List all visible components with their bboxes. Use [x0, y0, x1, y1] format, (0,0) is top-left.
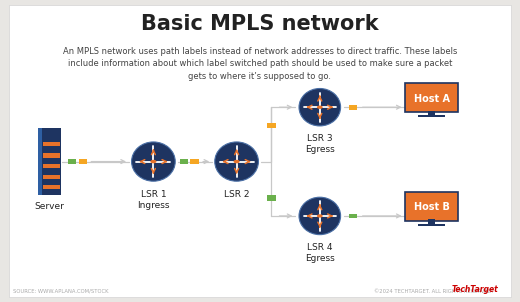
FancyBboxPatch shape: [405, 192, 459, 220]
Bar: [349, 214, 357, 218]
Text: Host A: Host A: [413, 94, 450, 104]
Bar: [267, 195, 276, 201]
Circle shape: [317, 214, 323, 218]
Ellipse shape: [299, 88, 341, 126]
Bar: [267, 123, 276, 128]
Text: LSR 4
Egress: LSR 4 Egress: [305, 243, 335, 263]
Bar: [428, 219, 435, 224]
Text: ©2024 TECHTARGET. ALL RIGHTS RESERVED.: ©2024 TECHTARGET. ALL RIGHTS RESERVED.: [374, 288, 493, 294]
Ellipse shape: [132, 142, 175, 181]
Text: Server: Server: [34, 202, 64, 211]
Text: LSR 3
Egress: LSR 3 Egress: [305, 134, 335, 154]
Bar: [38, 128, 61, 195]
Bar: [43, 185, 60, 189]
Bar: [180, 159, 188, 164]
Ellipse shape: [299, 197, 341, 235]
Text: An MPLS network uses path labels instead of network addresses to direct traffic.: An MPLS network uses path labels instead…: [63, 47, 457, 81]
FancyBboxPatch shape: [405, 83, 459, 112]
Bar: [43, 153, 60, 158]
Bar: [43, 142, 60, 146]
Bar: [190, 159, 199, 164]
Circle shape: [317, 105, 323, 109]
Text: Host B: Host B: [414, 202, 449, 212]
Bar: [79, 159, 87, 164]
Bar: [418, 115, 446, 117]
Bar: [428, 111, 435, 116]
Text: LSR 1
Ingress: LSR 1 Ingress: [137, 190, 170, 210]
Circle shape: [233, 160, 240, 163]
Bar: [68, 159, 76, 164]
FancyBboxPatch shape: [9, 5, 511, 297]
Text: Basic MPLS network: Basic MPLS network: [141, 14, 379, 34]
Ellipse shape: [215, 142, 258, 181]
Text: SOURCE: WWW.APLANA.COM/STOCK: SOURCE: WWW.APLANA.COM/STOCK: [13, 288, 109, 294]
Bar: [418, 224, 446, 226]
Bar: [38, 128, 42, 195]
Bar: [43, 175, 60, 179]
Bar: [349, 105, 357, 110]
Text: LSR 2: LSR 2: [224, 190, 250, 199]
Text: TechTarget: TechTarget: [451, 284, 498, 294]
Bar: [43, 164, 60, 168]
Circle shape: [150, 160, 157, 163]
